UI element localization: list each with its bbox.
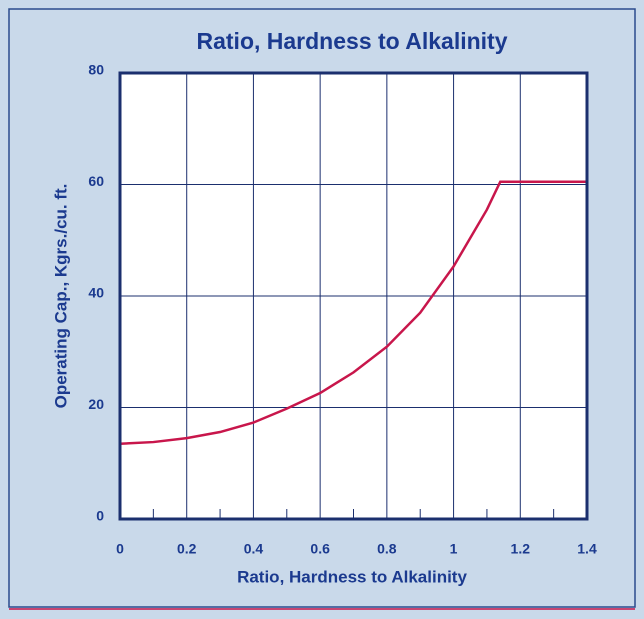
y-tick-label: 60 — [88, 173, 104, 189]
data-line — [119, 180, 587, 445]
y-tick-label: 20 — [88, 396, 104, 412]
chart-title: Ratio, Hardness to Alkalinity — [197, 28, 508, 54]
x-tick-label: 0.6 — [310, 541, 330, 557]
x-tick-label: 1 — [450, 541, 458, 557]
plot-border — [118, 71, 589, 521]
y-tick-label: 0 — [96, 508, 104, 524]
y-tick-label: 40 — [88, 285, 104, 301]
x-tick-label: 0.4 — [244, 541, 264, 557]
y-axis-label: Operating Cap., Kgrs./cu. ft. — [51, 184, 70, 409]
x-tick-label: 0 — [116, 541, 124, 557]
y-tick-label: 80 — [88, 62, 104, 78]
x-tick-label: 0.2 — [177, 541, 197, 557]
x-tick-label: 1.4 — [577, 541, 597, 557]
x-tick-label: 0.8 — [377, 541, 397, 557]
x-axis-label: Ratio, Hardness to Alkalinity — [237, 567, 467, 586]
x-tick-label: 1.2 — [511, 541, 531, 557]
